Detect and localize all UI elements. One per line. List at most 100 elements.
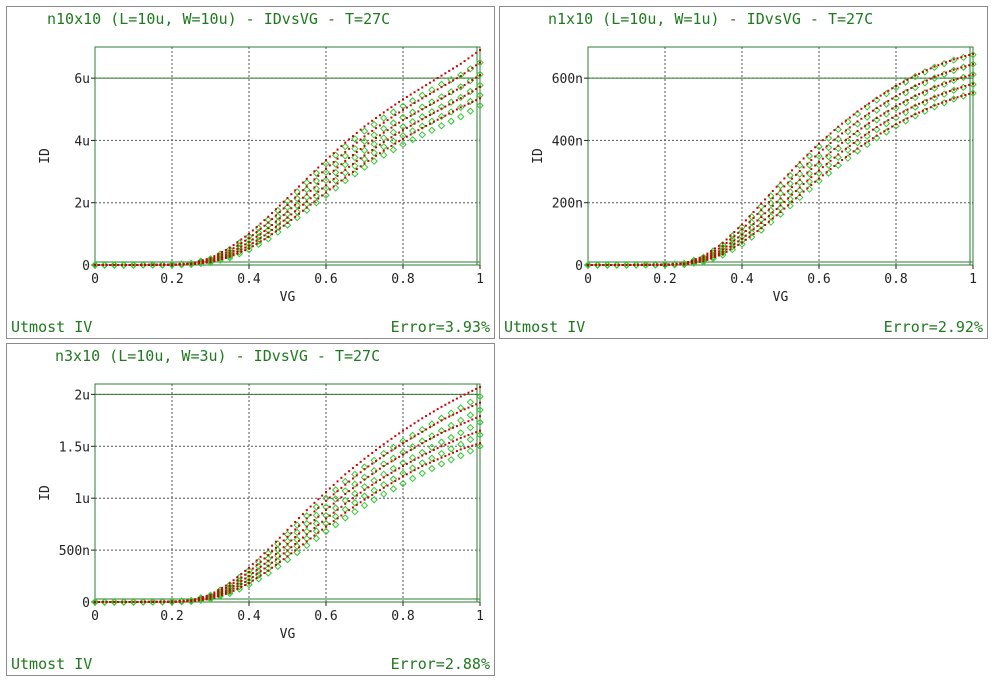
simulated-point [852,141,855,144]
simulated-point [359,138,362,141]
measured-point [815,161,823,169]
measured-point [853,147,862,155]
measured-point [457,83,465,91]
simulated-point [791,200,794,203]
simulated-point [232,582,235,585]
simulated-point [864,142,867,145]
simulated-point [251,238,254,241]
simulated-point [417,88,420,91]
simulated-series-3 [587,82,974,266]
simulated-point [787,181,790,184]
simulated-point [321,171,324,174]
simulated-point [475,431,478,434]
x-tick-label: 0.8 [391,609,414,624]
simulated-point [948,70,951,73]
simulated-point [459,423,462,426]
simulated-point [371,129,374,132]
simulated-point [332,511,335,514]
simulated-point [263,219,266,222]
simulated-point [286,221,289,224]
simulated-point [698,256,701,259]
simulated-point [432,435,435,438]
measured-point [911,103,919,111]
simulated-point [425,116,428,119]
simulated-point [479,415,481,418]
simulated-point [290,539,293,542]
measured-point [930,103,939,111]
simulated-point [875,126,878,129]
simulated-point [760,202,763,205]
measured-point [370,131,378,139]
simulated-point [902,119,905,122]
simulated-point [467,102,470,105]
simulated-point [301,196,304,199]
measured-point [805,169,814,178]
measured-point [351,153,359,162]
simulated-point [286,197,289,200]
simulated-point [409,93,412,96]
simulated-point [151,263,154,266]
measured-point [408,135,417,144]
measured-point [466,435,475,444]
measured-point [428,464,436,473]
simulated-point [806,162,809,165]
simulated-point [902,91,905,94]
simulated-point [205,258,208,261]
simulated-point [960,66,963,69]
simulated-point [448,401,451,404]
measured-point [418,91,426,99]
simulated-point [375,491,378,494]
simulated-point [221,255,224,258]
measured-point [351,489,359,498]
simulated-point [479,49,481,52]
measured-point [408,108,417,116]
simulated-point [895,84,897,87]
simulated-point [756,225,759,228]
simulated-point [259,222,262,225]
simulated-point [255,559,258,562]
simulated-point [248,237,250,240]
measured-point [351,135,359,143]
simulated-point [452,426,455,429]
simulated-point [244,577,247,580]
simulated-point [471,418,474,421]
simulated-point [856,120,859,123]
measured-series-0 [584,51,977,269]
simulated-point [475,99,478,102]
measured-point [389,443,398,452]
simulated-point [371,451,374,454]
simulated-point [421,118,424,121]
simulated-point [328,505,331,508]
x-tick-label: 0.8 [391,272,414,287]
simulated-point [733,239,736,242]
simulated-point [952,97,955,100]
simulated-point [910,86,913,89]
simulated-point [378,446,381,449]
simulated-point [821,139,824,142]
simulated-point [775,193,778,196]
simulated-point [282,207,285,210]
simulated-point [683,263,686,266]
simulated-point [948,80,951,83]
simulated-point [351,144,354,147]
measured-point [796,170,804,178]
measured-point [457,451,465,460]
measured-point [360,155,369,163]
simulated-point [756,219,759,222]
simulated-point [818,160,820,163]
simulated-point [109,601,112,603]
simulated-point [367,475,370,478]
simulated-point [286,216,289,219]
simulated-point [463,421,466,424]
simulated-point [787,173,790,176]
simulated-point [309,513,312,516]
simulated-point [120,264,123,266]
simulated-point [332,178,335,181]
measured-point [699,257,708,265]
simulated-point [844,156,847,159]
measured-point [873,106,881,114]
simulated-point [213,256,216,259]
simulated-point [221,586,224,589]
simulated-point [363,498,366,501]
simulated-point [298,212,301,215]
